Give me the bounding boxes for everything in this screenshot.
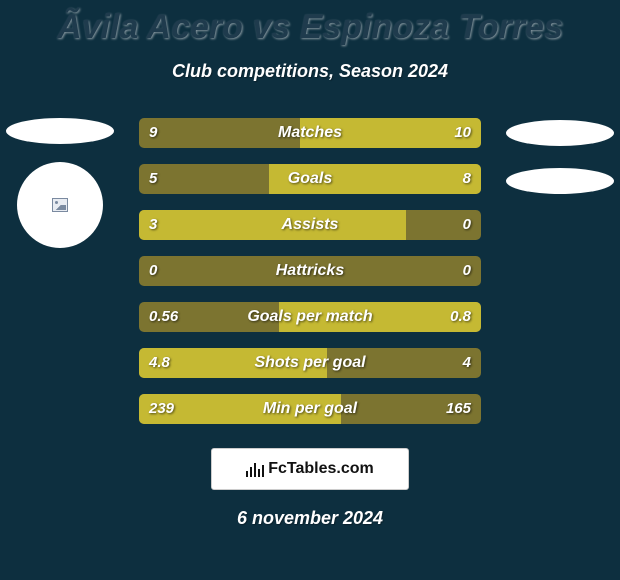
left-team-badge-placeholder (6, 118, 114, 144)
stat-row: 58Goals (139, 164, 481, 194)
page-title: Ãvila Acero vs Espinoza Torres (0, 0, 620, 47)
bar-chart-icon (246, 461, 264, 477)
stat-row: 30Assists (139, 210, 481, 240)
left-player-avatar (17, 162, 103, 248)
stat-label: Goals (139, 164, 481, 194)
right-player-column (500, 118, 620, 206)
brand-badge: FcTables.com (211, 448, 409, 490)
right-team-badge-placeholder (506, 120, 614, 146)
stat-row: 910Matches (139, 118, 481, 148)
stat-row: 00Hattricks (139, 256, 481, 286)
stat-label: Goals per match (139, 302, 481, 332)
comparison-infographic: Ãvila Acero vs Espinoza Torres Club comp… (0, 0, 620, 580)
right-player-avatar-placeholder (506, 168, 614, 194)
content-area: 910Matches 58Goals 30Assists 00Hattricks 0.5… (0, 118, 620, 424)
stat-bars: 910Matches 58Goals 30Assists 00Hattricks 0.5… (139, 118, 481, 424)
stat-row: 4.84Shots per goal (139, 348, 481, 378)
brand-label: FcTables.com (268, 460, 374, 478)
stat-label: Assists (139, 210, 481, 240)
page-subtitle: Club competitions, Season 2024 (0, 61, 620, 82)
image-placeholder-icon (52, 198, 68, 212)
stat-label: Min per goal (139, 394, 481, 424)
stat-label: Hattricks (139, 256, 481, 286)
stat-row: 239165Min per goal (139, 394, 481, 424)
stat-label: Matches (139, 118, 481, 148)
date-label: 6 november 2024 (0, 508, 620, 529)
stat-label: Shots per goal (139, 348, 481, 378)
stat-row: 0.560.8Goals per match (139, 302, 481, 332)
left-player-column (0, 118, 120, 248)
